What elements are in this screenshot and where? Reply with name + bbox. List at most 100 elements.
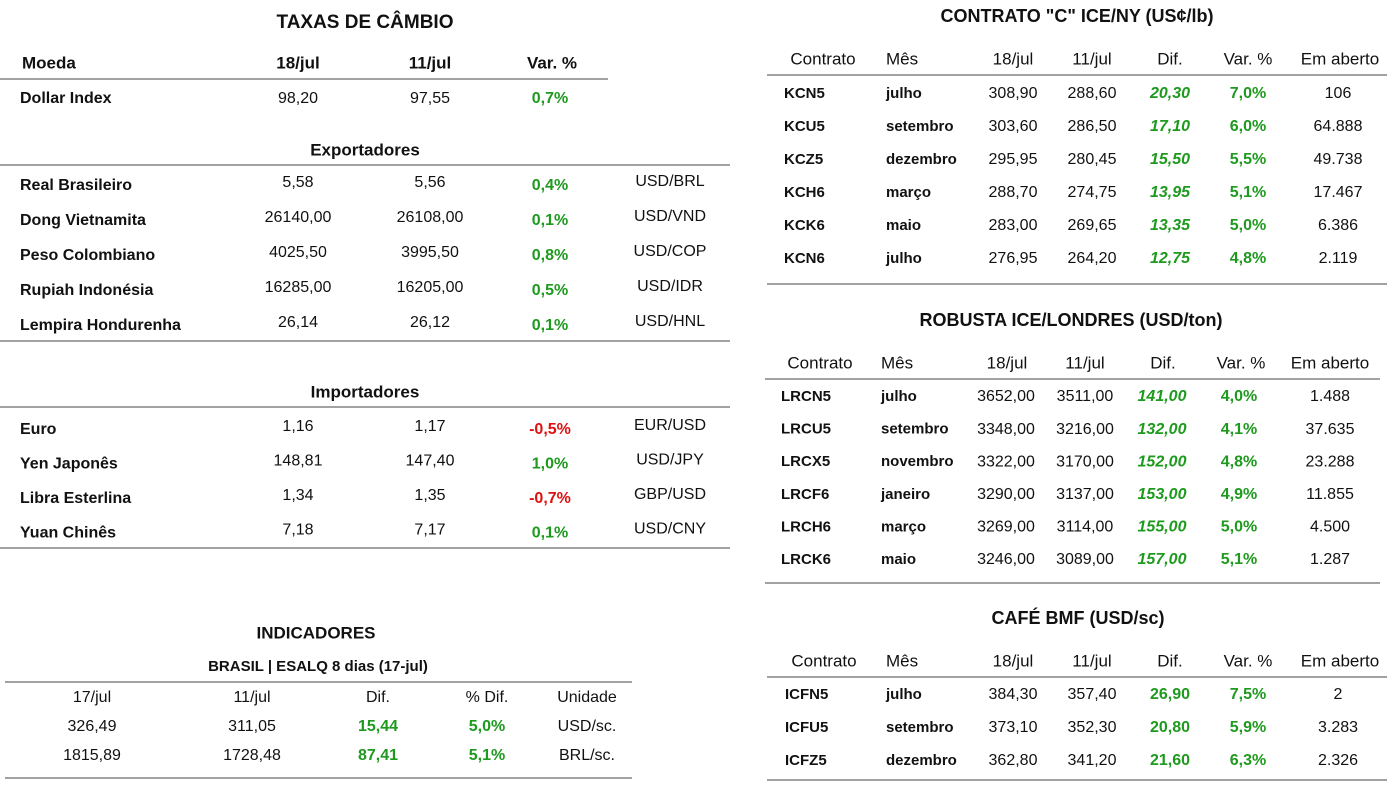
row-label: Libra Esterlina [20, 490, 131, 507]
cell: 276,95 [989, 250, 1038, 267]
header: 11/jul [1065, 353, 1104, 372]
section-title: Importadores [311, 382, 420, 401]
cell: 1,34 [282, 487, 313, 504]
cell: 1.488 [1310, 388, 1350, 405]
cell: 3652,00 [977, 388, 1035, 405]
cell: ICFU5 [785, 719, 828, 736]
header: Contrato [790, 49, 855, 68]
header: 18/jul [993, 49, 1034, 68]
cell: janeiro [880, 486, 930, 503]
cell: 4025,50 [269, 244, 327, 261]
cell: KCH6 [784, 184, 825, 201]
cell: LRCX5 [781, 453, 830, 470]
row-label: Rupiah Indonésia [20, 282, 153, 299]
cell: dezembro [886, 151, 957, 168]
cell: 3511,00 [1057, 388, 1114, 405]
cell: 15,44 [358, 718, 398, 735]
cell: 87,41 [358, 747, 398, 764]
cell: 7,5% [1230, 686, 1266, 703]
cell: KCZ5 [784, 151, 823, 168]
cell: 269,65 [1068, 217, 1117, 234]
cell: março [886, 184, 931, 201]
cell: 6.386 [1318, 217, 1358, 234]
row-label: Lempira Hondurenha [20, 317, 181, 334]
header: Mês [886, 651, 918, 670]
cell: 4,9% [1221, 486, 1257, 503]
cell: julho [880, 388, 917, 405]
subtitle: BRASIL | ESALQ 8 dias (17-jul) [208, 658, 428, 675]
cell: KCK6 [784, 217, 825, 234]
cell: 4,8% [1221, 453, 1257, 470]
cell: 5,0% [1230, 217, 1266, 234]
cell: 148,81 [274, 453, 323, 470]
cell: 64.888 [1314, 118, 1363, 135]
cell: julho [885, 85, 922, 102]
cell: 6,3% [1230, 752, 1266, 769]
cell: 26,14 [278, 314, 318, 331]
cell: 23.288 [1306, 453, 1355, 470]
cell: 288,70 [989, 184, 1038, 201]
cell: 357,40 [1068, 686, 1117, 703]
cell: 280,45 [1068, 151, 1117, 168]
header: Dif. [1157, 651, 1183, 670]
cell: 2.326 [1318, 752, 1358, 769]
cell: KCU5 [784, 118, 825, 135]
cell: 3089,00 [1056, 551, 1114, 568]
cell: 26140,00 [265, 209, 332, 226]
cell: LRCN5 [781, 388, 831, 405]
cell: 97,55 [410, 90, 450, 107]
currency-pair: USD/CNY [634, 521, 706, 538]
header: 18/jul [993, 651, 1034, 670]
cell: 1,17 [414, 418, 445, 435]
cell: 5,1% [469, 747, 505, 764]
cell: 1,16 [282, 418, 313, 435]
cell: 12,75 [1150, 250, 1191, 267]
row-label: Yen Japonês [20, 456, 118, 473]
cell: 26108,00 [397, 209, 464, 226]
cell: 20,30 [1149, 85, 1190, 102]
header: 11/jul [233, 689, 270, 706]
header: 11/jul [409, 53, 452, 72]
cell: 4,0% [1221, 388, 1257, 405]
cell: 308,90 [989, 85, 1038, 102]
cell: 384,30 [989, 686, 1038, 703]
cell: julho [885, 250, 922, 267]
section-title: TAXAS DE CÂMBIO [277, 11, 454, 33]
cell: 1,0% [532, 456, 568, 473]
section-title: ROBUSTA ICE/LONDRES (USD/ton) [920, 310, 1223, 330]
cell: LRCK6 [781, 551, 831, 568]
cell: -0,7% [529, 490, 571, 507]
cell: 3348,00 [977, 421, 1035, 438]
cell: 157,00 [1138, 551, 1187, 568]
row-label: Peso Colombiano [20, 247, 155, 264]
cell: 1.287 [1310, 551, 1350, 568]
cell: setembro [886, 719, 954, 736]
header: 18/jul [987, 353, 1028, 372]
header: Var. % [1224, 49, 1273, 68]
cell: 0,4% [532, 177, 568, 194]
cell: 0,1% [532, 212, 568, 229]
currency-pair: USD/COP [634, 243, 707, 260]
cell: USD/sc. [558, 718, 617, 735]
cell: -0,5% [529, 421, 571, 438]
cell: 153,00 [1138, 486, 1187, 503]
header: Var. % [527, 53, 577, 72]
cell: maio [881, 551, 916, 568]
cell: 152,00 [1138, 453, 1187, 470]
cell: 352,30 [1068, 719, 1117, 736]
cell: 5,5% [1230, 151, 1266, 168]
cell: 5,9% [1230, 719, 1266, 736]
header: 18/jul [276, 53, 319, 72]
header: Unidade [557, 689, 617, 706]
cell: 98,20 [278, 90, 318, 107]
cell: 155,00 [1138, 519, 1187, 536]
cell: 264,20 [1068, 250, 1117, 267]
cell: 20,80 [1150, 719, 1190, 736]
cell: 303,60 [989, 118, 1038, 135]
cell: 3269,00 [977, 519, 1035, 536]
cell: 295,95 [989, 151, 1038, 168]
cell: 0,7% [532, 90, 568, 107]
header: 11/jul [1072, 49, 1111, 68]
row-label: Euro [20, 421, 57, 438]
